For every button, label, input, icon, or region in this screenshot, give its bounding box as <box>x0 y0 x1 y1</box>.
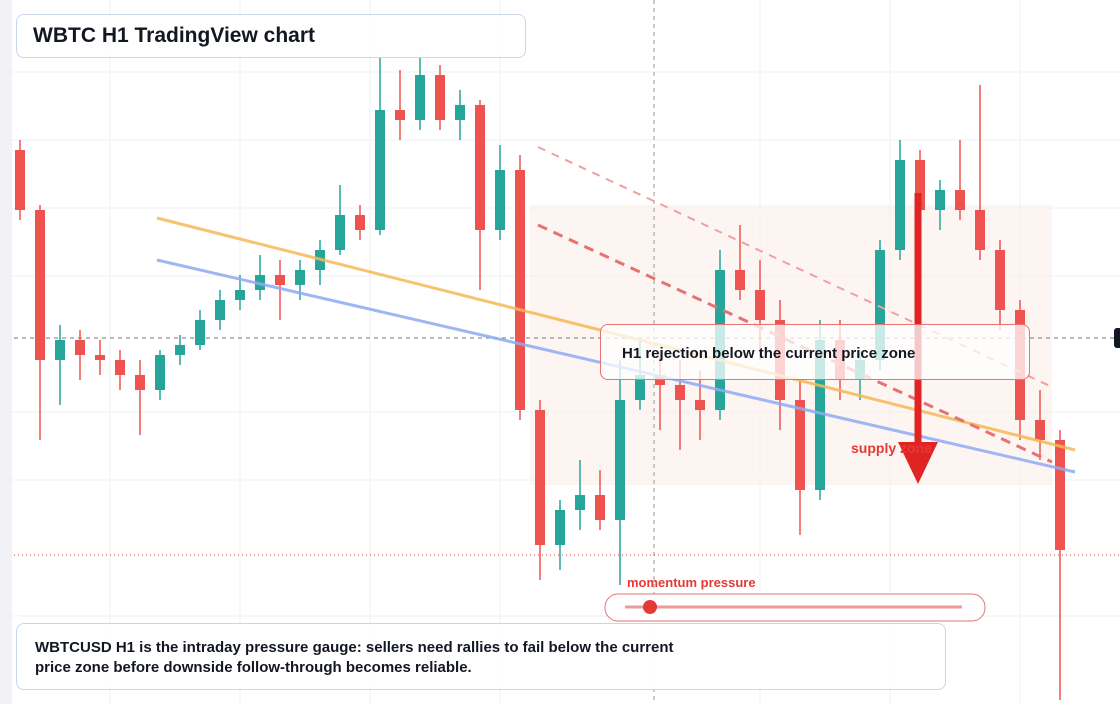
candle-body <box>75 340 85 355</box>
candle-body <box>575 495 585 510</box>
candle-body <box>475 105 485 230</box>
candle-body <box>1055 440 1065 550</box>
candle-body <box>135 375 145 390</box>
candle-body <box>395 110 405 120</box>
candle-body <box>215 300 225 320</box>
candle-body <box>275 275 285 285</box>
callout: H1 rejection below the current price zon… <box>600 324 1030 380</box>
candle-body <box>735 270 745 290</box>
candle-body <box>235 290 245 300</box>
gauge-knob <box>643 600 657 614</box>
candle-body <box>555 510 565 545</box>
gauge-label: momentum pressure <box>627 575 756 590</box>
candle-body <box>455 105 465 120</box>
candle-body <box>795 400 805 490</box>
candle-body <box>535 410 545 545</box>
candle-body <box>55 340 65 360</box>
candle-body <box>515 170 525 410</box>
candle-body <box>115 360 125 375</box>
trendline <box>537 223 1053 464</box>
candle-body <box>695 400 705 410</box>
candle-body <box>955 190 965 210</box>
candle-body <box>435 75 445 120</box>
candle-body <box>175 345 185 355</box>
price-tag <box>1114 328 1120 348</box>
candle-body <box>595 495 605 520</box>
candle-body <box>655 375 665 385</box>
candle-body <box>295 270 305 285</box>
candle-body <box>495 170 505 230</box>
candle-body <box>675 385 685 400</box>
note-text: WBTCUSD H1 is the intraday pressure gaug… <box>35 639 674 676</box>
candle-body <box>35 210 45 360</box>
candle-body <box>975 210 985 250</box>
supply-label: supply zone <box>851 440 932 456</box>
candle-body <box>635 375 645 400</box>
note: WBTCUSD H1 is the intraday pressure gaug… <box>16 623 946 690</box>
candle-body <box>875 250 885 360</box>
candle-body <box>895 160 905 250</box>
left-strip <box>0 0 12 704</box>
candle-body <box>615 400 625 520</box>
candle-body <box>915 160 925 210</box>
candle-body <box>95 355 105 360</box>
candle-body <box>155 355 165 390</box>
candle-body <box>1035 420 1045 440</box>
candle-body <box>375 110 385 230</box>
candle-body <box>755 290 765 320</box>
candle-body <box>15 150 25 210</box>
arrow-head <box>898 442 938 484</box>
candle-body <box>195 320 205 345</box>
candle-body <box>995 250 1005 310</box>
candle-body <box>335 215 345 250</box>
candle-body <box>815 340 825 490</box>
candle-body <box>355 215 365 230</box>
title: WBTC H1 TradingView chart <box>16 14 526 58</box>
candle-body <box>415 75 425 120</box>
candle-body <box>935 190 945 210</box>
